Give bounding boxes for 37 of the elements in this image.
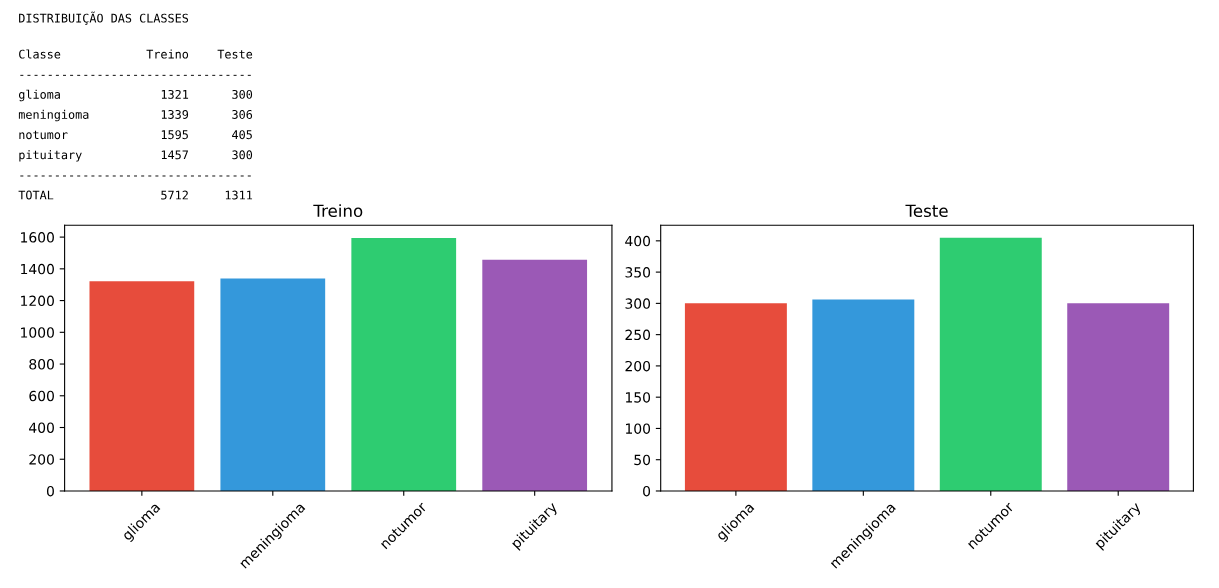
y-tick-label: 150	[625, 392, 651, 403]
y-tick-label: 1400	[21, 263, 54, 275]
y-tick-label: 800	[29, 359, 54, 370]
y-tick-label: 350	[625, 267, 651, 278]
y-tick-label: 200	[29, 454, 54, 465]
y-tick-label: 50	[634, 454, 651, 466]
bar	[812, 299, 915, 491]
bar	[89, 281, 195, 491]
text: glioma 1321 300	[18, 89, 253, 102]
y-tick-label: 250	[625, 329, 651, 341]
bar	[684, 303, 787, 491]
y-tick-label: 0	[643, 485, 651, 497]
chart-title: Treino	[313, 204, 363, 218]
bar	[939, 237, 1042, 491]
text: ---------------------------------	[20, 175, 251, 177]
y-tick-label: 1200	[21, 295, 54, 307]
text: pituitary 1457 300	[19, 150, 253, 162]
text: ---------------------------------	[20, 74, 251, 76]
y-tick-label: 1600	[21, 232, 54, 243]
y-tick-label: 400	[29, 422, 54, 433]
y-tick-label: 0	[46, 485, 54, 497]
bar	[351, 237, 457, 491]
y-tick-label: 600	[29, 390, 54, 402]
bar	[220, 278, 326, 491]
y-tick-label: 300	[625, 298, 651, 309]
text: DISTRIBUIÇÃO DAS CLASSES	[19, 11, 189, 25]
y-tick-label: 200	[625, 360, 651, 372]
bar	[482, 259, 588, 491]
y-tick-label: 1000	[21, 327, 54, 338]
y-tick-label: 400	[625, 235, 651, 247]
y-tick-label: 100	[625, 423, 651, 434]
chart-title: Teste	[905, 204, 948, 218]
text: notumor 1595 405	[19, 130, 252, 140]
text: TOTAL 5712 1311	[18, 190, 253, 200]
text: meningioma 1339 306	[18, 109, 253, 122]
bar	[1067, 303, 1170, 491]
text: Classe Treino Teste	[19, 49, 253, 59]
